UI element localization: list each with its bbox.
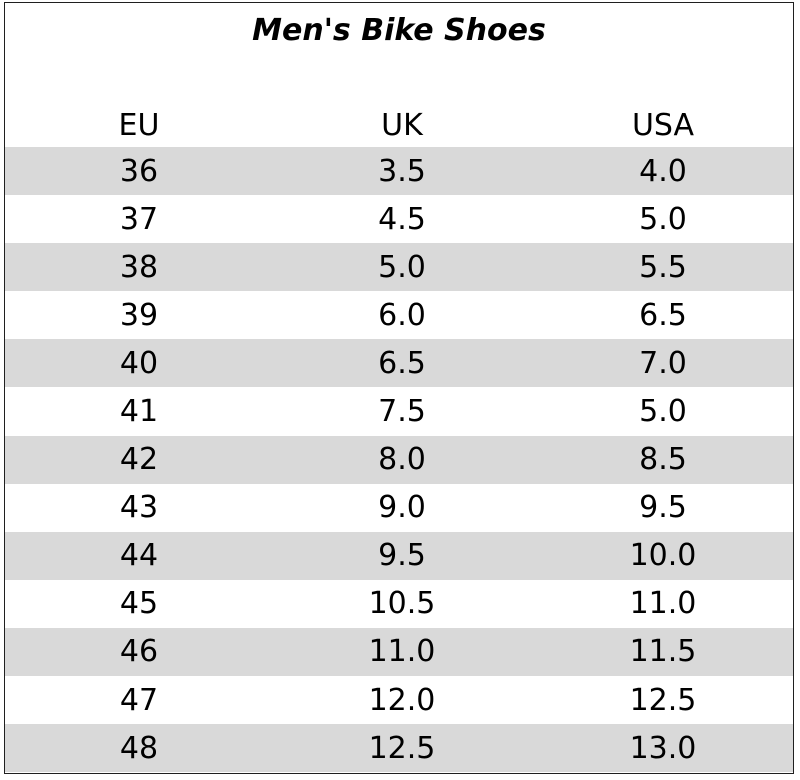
table-row: 38 5.0 5.5	[5, 243, 793, 292]
cell-uk: 7.5	[378, 394, 426, 430]
cell-usa: 8.5	[639, 442, 687, 478]
table-row: 42 8.0 8.5	[5, 435, 793, 484]
cell-eu: 36	[119, 153, 159, 189]
cell-eu: 46	[119, 634, 159, 670]
size-chart-table: Men's Bike Shoes EU UK USA 36 3.5 4.0 37 4.5…	[4, 2, 794, 774]
cell-usa: 11.5	[629, 634, 697, 670]
table-row: 47 12.0 12.5	[5, 676, 793, 724]
cell-uk: 9.0	[378, 490, 426, 526]
cell-eu: 37	[119, 201, 159, 237]
table-row: 41 7.5 5.0	[5, 387, 793, 435]
cell-usa: 12.5	[629, 682, 697, 718]
table-row: 44 9.5 10.0	[5, 531, 793, 580]
table-row: 45 10.5 11.0	[5, 580, 793, 628]
cell-usa: 10.0	[629, 538, 697, 574]
cell-usa: 7.0	[639, 345, 687, 381]
column-header-eu: EU	[118, 107, 160, 143]
table-row: 46 11.0 11.5	[5, 627, 793, 677]
cell-uk: 3.5	[378, 153, 426, 189]
cell-usa: 9.5	[639, 490, 687, 526]
cell-eu: 44	[119, 538, 159, 574]
table-row: 48 12.5 13.0	[5, 724, 793, 773]
cell-uk: 6.0	[378, 297, 426, 333]
cell-usa: 4.0	[639, 153, 687, 189]
cell-uk: 12.0	[368, 682, 436, 718]
table-row: 43 9.0 9.5	[5, 484, 793, 532]
cell-eu: 40	[119, 345, 159, 381]
column-header-uk: UK	[381, 107, 423, 143]
cell-usa: 5.5	[639, 249, 687, 285]
cell-eu: 39	[119, 297, 159, 333]
cell-usa: 5.0	[639, 394, 687, 430]
table-body: 36 3.5 4.0 37 4.5 5.0 38 5.0 5.5 39 6.0 6.5 40 6.5 7.0…	[5, 147, 793, 773]
cell-uk: 5.0	[378, 249, 426, 285]
cell-eu: 43	[119, 490, 159, 526]
cell-uk: 8.0	[378, 442, 426, 478]
cell-usa: 6.5	[639, 297, 687, 333]
cell-eu: 41	[119, 394, 159, 430]
cell-usa: 13.0	[629, 730, 697, 766]
cell-eu: 38	[119, 249, 159, 285]
cell-usa: 5.0	[639, 201, 687, 237]
cell-eu: 42	[119, 442, 159, 478]
cell-usa: 11.0	[629, 586, 697, 622]
cell-uk: 11.0	[368, 634, 436, 670]
table-row: 36 3.5 4.0	[5, 147, 793, 196]
table-row: 40 6.5 7.0	[5, 339, 793, 388]
cell-uk: 9.5	[378, 538, 426, 574]
cell-eu: 48	[119, 730, 159, 766]
cell-uk: 6.5	[378, 345, 426, 381]
table-title: Men's Bike Shoes	[252, 13, 546, 48]
cell-uk: 12.5	[368, 730, 436, 766]
table-header: EU UK USA	[5, 103, 793, 147]
table-row: 39 6.0 6.5	[5, 291, 793, 339]
cell-eu: 45	[119, 586, 159, 622]
table-row: 37 4.5 5.0	[5, 195, 793, 243]
column-header-usa: USA	[631, 107, 695, 143]
cell-eu: 47	[119, 682, 159, 718]
cell-uk: 4.5	[378, 201, 426, 237]
cell-uk: 10.5	[368, 586, 436, 622]
